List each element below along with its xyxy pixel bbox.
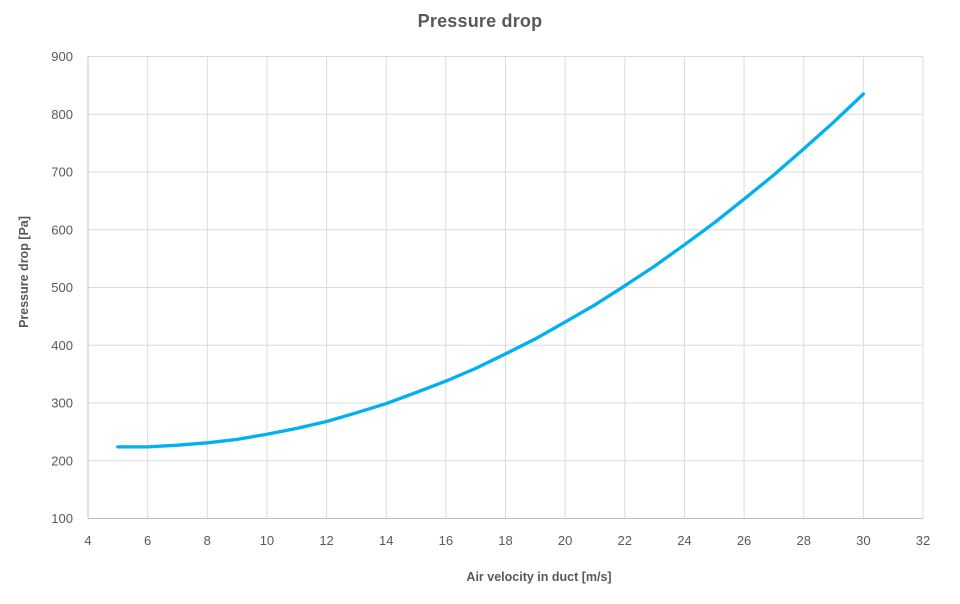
y-tick-label: 500 [51,280,73,295]
x-tick-label: 24 [677,533,691,548]
y-tick-label: 400 [51,338,73,353]
y-tick-label: 600 [51,222,73,237]
y-tick-label: 700 [51,165,73,180]
x-tick-label: 32 [916,533,930,548]
pressure-drop-series-line [116,92,866,449]
x-axis-title: Air velocity in duct [m/s] [466,570,612,584]
x-tick-label: 12 [319,533,333,548]
y-tick-label: 200 [51,453,73,468]
x-tick-label: 26 [737,533,751,548]
x-tick-label: 10 [260,533,274,548]
x-tick-label: 8 [204,533,211,548]
y-tick-label: 900 [51,49,73,64]
x-tick-label: 16 [439,533,453,548]
x-tick-label: 18 [498,533,512,548]
chart-title: Pressure drop [417,11,543,31]
x-tick-label: 28 [796,533,810,548]
x-tick-label: 6 [144,533,151,548]
y-tick-label: 100 [51,511,73,526]
x-tick-label: 14 [379,533,393,548]
x-tick-label: 22 [618,533,632,548]
y-tick-label: 800 [51,107,73,122]
x-tick-label: 20 [558,533,572,548]
y-tick-label: 300 [51,396,73,411]
y-axis-title: Pressure drop [Pa] [17,216,31,328]
x-tick-label: 4 [84,533,91,548]
x-tick-label: 30 [856,533,870,548]
